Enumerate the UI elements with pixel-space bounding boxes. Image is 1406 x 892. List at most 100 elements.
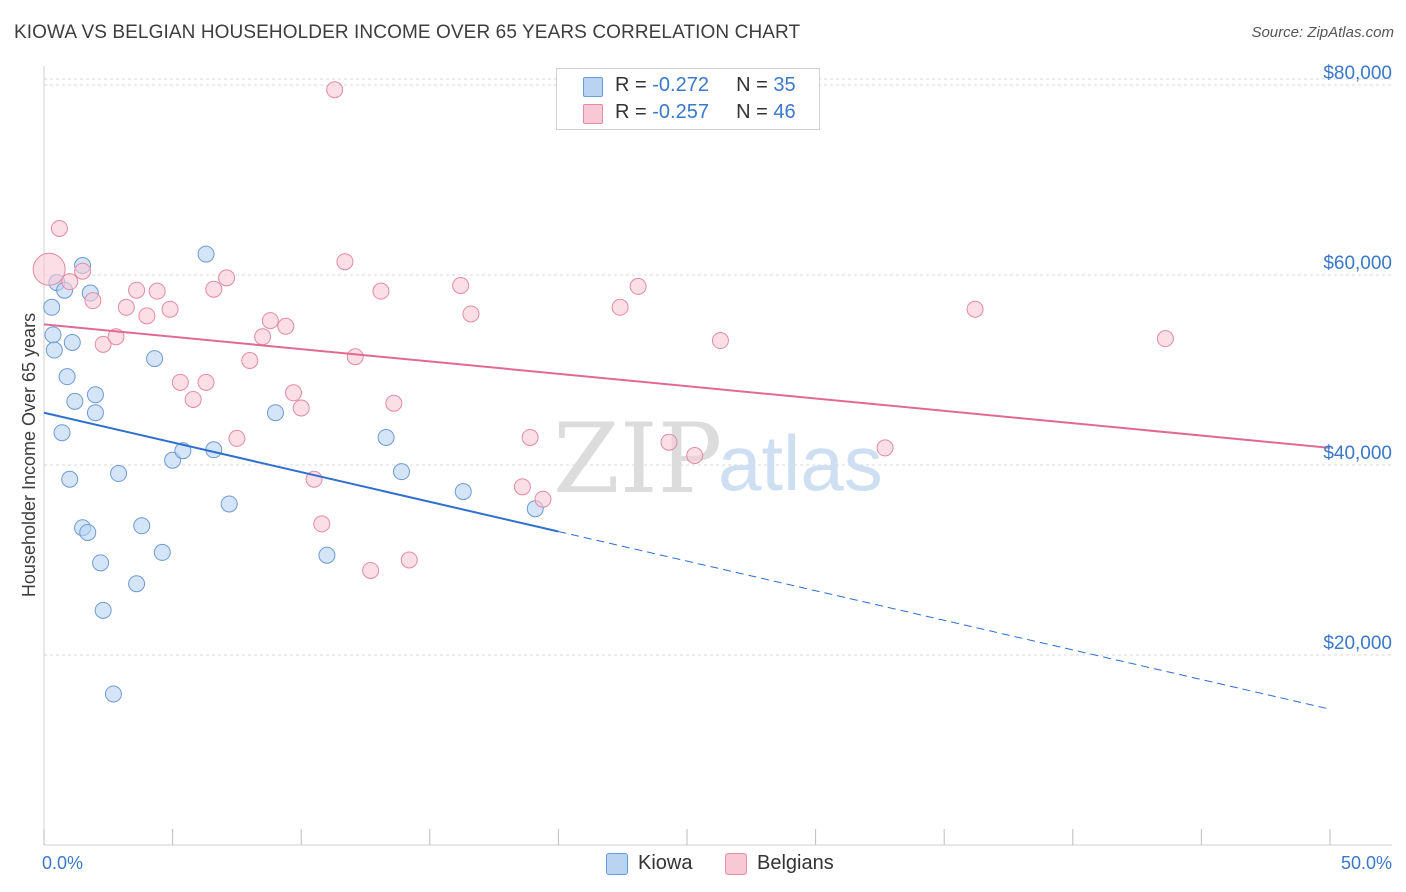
kiowa-r-value: -0.272 bbox=[652, 74, 709, 96]
kiowa-point-7 bbox=[61, 470, 79, 488]
belgians-point-41 bbox=[686, 447, 704, 464]
kiowa-point-20 bbox=[128, 575, 146, 593]
belgians-point-14 bbox=[197, 373, 215, 391]
belgians-point-11 bbox=[161, 300, 179, 318]
belgians-point-30 bbox=[372, 282, 390, 300]
belgians-point-36 bbox=[521, 428, 539, 446]
trend-lines bbox=[43, 323, 1331, 710]
belgians-point-5 bbox=[94, 335, 112, 353]
watermark: ZIP atlas bbox=[553, 403, 883, 515]
kiowa-point-15 bbox=[86, 386, 104, 404]
kiowa-point-4 bbox=[53, 424, 71, 442]
belgians-point-22 bbox=[284, 384, 302, 402]
belgians-point-15 bbox=[205, 280, 223, 298]
belgians-point-8 bbox=[128, 281, 146, 299]
belgians-point-43 bbox=[876, 439, 894, 457]
belgians-point-23 bbox=[292, 399, 310, 417]
chart-title: KIOWA VS BELGIAN HOUSEHOLDER INCOME OVER… bbox=[14, 22, 801, 43]
belgians-point-40 bbox=[660, 433, 678, 451]
kiowa-point-14 bbox=[86, 404, 104, 422]
belgians-point-16 bbox=[218, 269, 236, 287]
belgians-point-20 bbox=[261, 312, 279, 330]
belgians-point-18 bbox=[241, 352, 259, 369]
belgians-point-25 bbox=[313, 515, 331, 533]
x-tick-label-0: 0.0% bbox=[42, 853, 83, 873]
kiowa-point-8 bbox=[63, 333, 81, 351]
belgians-point-29 bbox=[362, 561, 380, 579]
kiowa-point-33 bbox=[454, 483, 472, 501]
belgians-point-39 bbox=[629, 277, 647, 295]
belgians-swatch bbox=[583, 104, 603, 124]
belgians-point-38 bbox=[611, 298, 629, 316]
kiowa-point-6 bbox=[58, 368, 76, 386]
belgians-point-27 bbox=[336, 253, 354, 271]
belgians-point-6 bbox=[107, 328, 125, 346]
belgians-point-45 bbox=[1156, 330, 1174, 348]
kiowa-point-1 bbox=[44, 326, 62, 344]
kiowa-point-23 bbox=[153, 543, 171, 561]
kiowa-trend-extension bbox=[558, 531, 1331, 710]
x-tick-label-1: 50.0% bbox=[1341, 853, 1392, 873]
kiowa-point-32 bbox=[393, 463, 411, 481]
belgians-point-4 bbox=[84, 292, 102, 310]
belgians-point-10 bbox=[148, 282, 166, 300]
axes bbox=[43, 66, 1392, 846]
belgians-point-9 bbox=[138, 307, 156, 325]
y-tick-labels: $20,000 $40,000 $60,000 $80,000 bbox=[1323, 63, 1392, 654]
y-tick-label-2: $60,000 bbox=[1323, 253, 1392, 274]
kiowa-n-value: 35 bbox=[773, 74, 796, 96]
belgians-point-42 bbox=[711, 332, 729, 350]
belgians-point-1 bbox=[50, 219, 68, 237]
belgians-point-12 bbox=[171, 373, 189, 391]
belgians-point-7 bbox=[117, 298, 135, 316]
belgians-point-44 bbox=[966, 300, 984, 318]
kiowa-point-31 bbox=[377, 428, 395, 446]
belgians-r-value: -0.257 bbox=[652, 101, 709, 123]
belgians-n-label: N = bbox=[736, 101, 774, 123]
belgians-point-3 bbox=[74, 262, 92, 280]
belgians-point-33 bbox=[452, 276, 470, 294]
kiowa-point-29 bbox=[266, 404, 284, 422]
belgians-point-17 bbox=[228, 429, 246, 447]
data-points bbox=[32, 81, 1174, 703]
kiowa-point-2 bbox=[45, 341, 63, 359]
kiowa-point-19 bbox=[110, 465, 128, 483]
x-tick-labels: 0.0% 50.0% bbox=[42, 853, 1392, 873]
kiowa-point-30 bbox=[318, 546, 336, 564]
belgians-point-26 bbox=[326, 81, 344, 99]
belgians-point-21 bbox=[277, 317, 295, 335]
kiowa-point-17 bbox=[94, 601, 112, 619]
y-tick-label-1: $40,000 bbox=[1323, 443, 1392, 464]
belgians-point-19 bbox=[254, 328, 272, 346]
bottom-kiowa-label: Kiowa bbox=[638, 852, 693, 874]
y-tick-label-0: $20,000 bbox=[1323, 633, 1392, 654]
correlation-legend: R = -0.272 N = 35 R = -0.257 N = 46 bbox=[556, 68, 820, 130]
kiowa-r-label: R = bbox=[615, 74, 653, 96]
kiowa-point-26 bbox=[197, 245, 215, 263]
belgians-point-31 bbox=[385, 394, 403, 412]
belgians-r-label: R = bbox=[615, 101, 653, 123]
belgians-n-value: 46 bbox=[773, 101, 796, 123]
belgians-point-37 bbox=[534, 490, 552, 508]
kiowa-point-0 bbox=[43, 298, 61, 316]
kiowa-point-12 bbox=[79, 523, 97, 541]
kiowa-point-21 bbox=[133, 517, 151, 535]
kiowa-point-9 bbox=[66, 392, 84, 410]
belgians-point-28 bbox=[346, 348, 364, 366]
belgians-point-2 bbox=[61, 273, 79, 291]
y-axis-label: Householder Income Over 65 years bbox=[19, 313, 39, 597]
belgians-trend-line bbox=[43, 323, 1331, 449]
source-label: Source: ZipAtlas.com bbox=[1251, 24, 1394, 41]
belgians-point-32 bbox=[400, 551, 418, 569]
y-tick-label-3: $80,000 bbox=[1323, 63, 1392, 84]
kiowa-point-22 bbox=[146, 350, 164, 368]
belgians-point-13 bbox=[184, 390, 202, 408]
kiowa-point-28 bbox=[220, 495, 238, 513]
kiowa-trend-line bbox=[43, 411, 559, 533]
kiowa-n-label: N = bbox=[736, 74, 774, 96]
bottom-belgians-label: Belgians bbox=[757, 852, 834, 874]
bottom-belgians-swatch bbox=[725, 853, 747, 875]
belgians-point-34 bbox=[462, 305, 480, 323]
belgians-point-35 bbox=[513, 478, 531, 496]
